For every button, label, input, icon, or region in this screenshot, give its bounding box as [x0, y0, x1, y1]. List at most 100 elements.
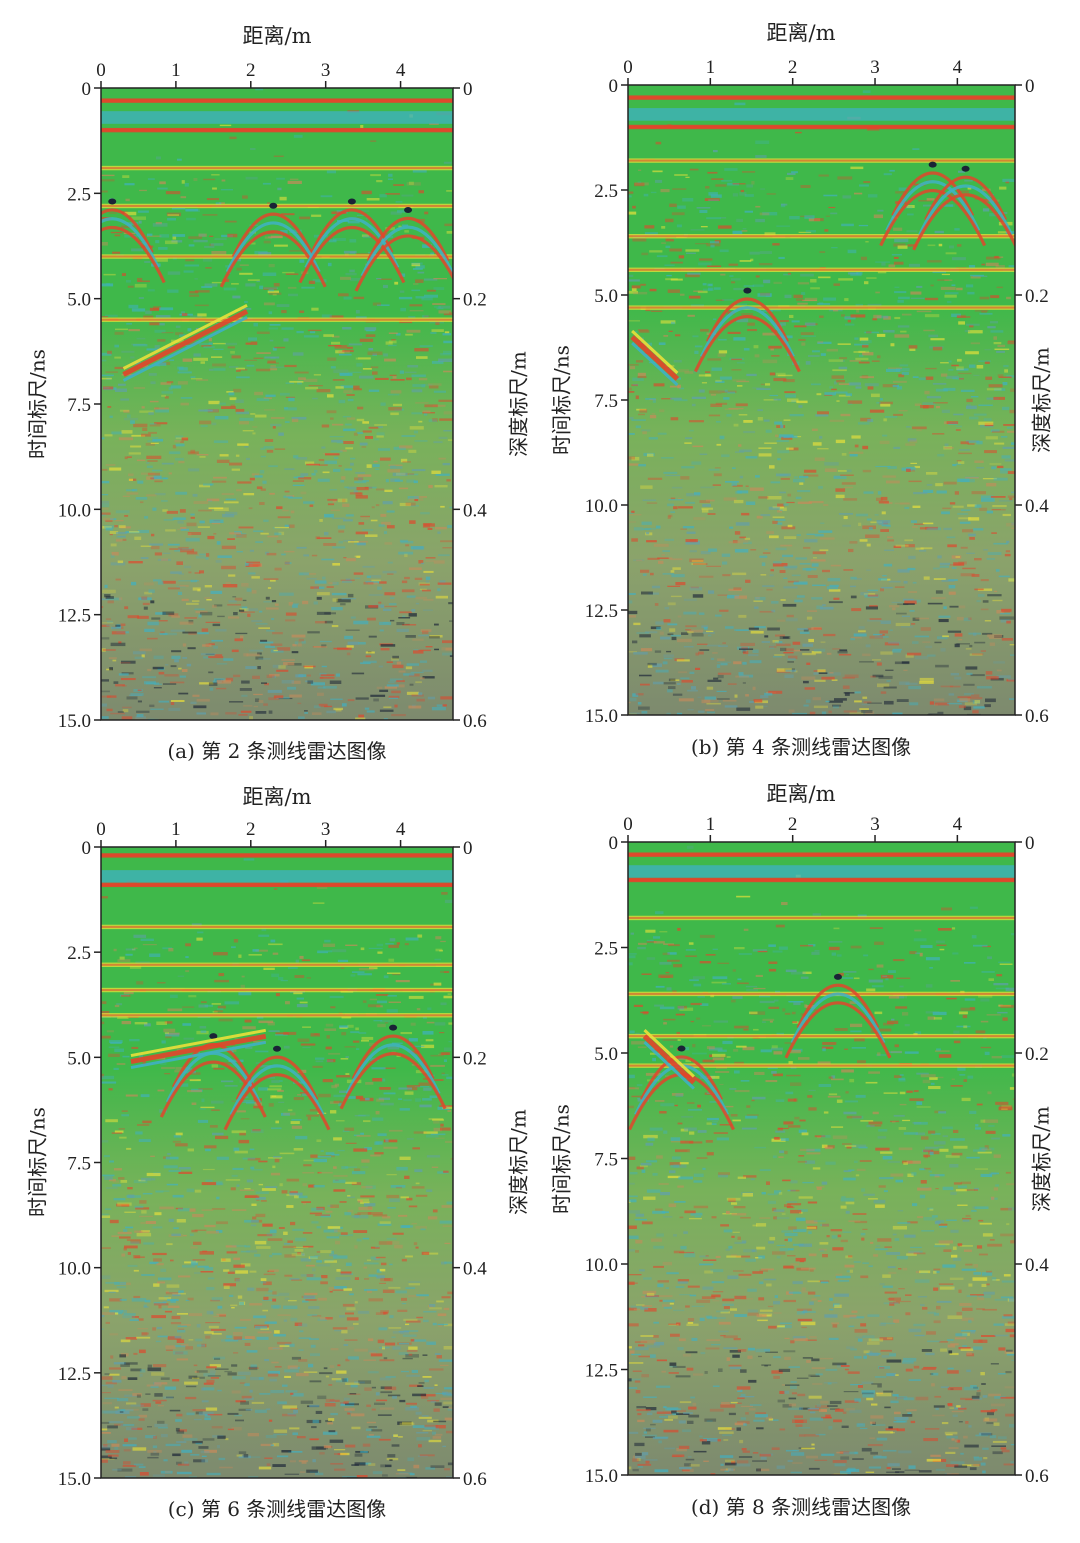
dipping-reflector-line	[643, 1029, 695, 1078]
reflector-core	[628, 878, 1015, 881]
hyperbola-limb	[366, 217, 450, 262]
x-axis-title: 距离/m	[766, 782, 836, 806]
y-tick-label: 15.0	[585, 706, 618, 727]
reflector-core	[101, 989, 453, 992]
hyperbola-limb	[640, 1055, 723, 1101]
dipping-reflector-line	[130, 1040, 267, 1070]
depth-tick-label: 0.2	[1025, 286, 1049, 307]
y-tick-label: 12.5	[585, 601, 618, 622]
x-tick-label: 2	[788, 57, 798, 78]
depth-tick-label: 0	[463, 79, 473, 100]
y-tick-label: 5.0	[594, 1044, 618, 1065]
reflector-core	[101, 925, 453, 928]
noise-texture	[101, 858, 453, 1478]
y-tick-label: 0	[609, 833, 619, 854]
reflector-core	[628, 916, 1015, 919]
reflector	[628, 158, 1015, 163]
x-axis-ticks: 0 1 2 3 4	[623, 814, 963, 842]
depth-tick-label: 0.2	[463, 290, 487, 311]
left-axis-ticks: 0 2.5 5.0 7.5 10.0 12.5 15.0	[58, 838, 101, 1490]
reflector	[628, 1033, 1015, 1039]
reflector-core	[101, 854, 453, 857]
x-tick-label: 4	[953, 57, 963, 78]
x-tick-label: 3	[321, 819, 331, 840]
surface-band	[101, 870, 453, 883]
hyperbola-limb	[231, 212, 315, 258]
x-tick-label: 2	[788, 814, 798, 835]
dipping-reflector-line	[643, 1041, 695, 1090]
reflector-core	[101, 167, 453, 170]
y-tick-label: 2.5	[594, 939, 618, 960]
hyperbola-limb	[101, 217, 160, 269]
reflector-core	[101, 963, 453, 966]
reflector	[628, 915, 1015, 921]
x-tick-label: 3	[870, 57, 880, 78]
x-tick-label: 4	[396, 60, 406, 81]
radargram-svg: 0 1 2 3 4 0 2.5 5.0 7.5 10.0 12.5 15.0 0 0.2 0.4 0.6	[585, 57, 1050, 727]
hyperbola-limb	[924, 175, 1008, 221]
reflector	[101, 165, 453, 171]
hyperbola-limb	[225, 221, 321, 273]
hyperbola-limb	[304, 217, 400, 269]
panel-caption: (a) 第 2 条测线雷达图像	[167, 739, 387, 763]
y-tick-label: 7.5	[594, 1150, 618, 1171]
reflector-core	[628, 268, 1015, 271]
hyperbola-limb	[796, 983, 880, 1029]
y-tick-label: 7.5	[67, 1154, 91, 1175]
left-axis-ticks: 0 2.5 5.0 7.5 10.0 12.5 15.0	[58, 79, 101, 732]
reflector-core	[101, 99, 453, 102]
dipping-reflector-line	[631, 329, 679, 375]
noise-texture	[628, 845, 1015, 1475]
hyperbola-limb	[223, 1073, 331, 1131]
dipping-reflector-line	[130, 1028, 267, 1058]
hyperbola-limb	[790, 992, 886, 1044]
reflector	[101, 962, 453, 967]
surface-band	[101, 111, 453, 124]
reflector	[628, 1063, 1015, 1068]
hyperbola	[879, 161, 987, 247]
depth-tick-label: 0	[1025, 76, 1035, 97]
hyperbola-limb	[699, 306, 795, 358]
hyperbola-apex	[269, 202, 278, 209]
panel-caption: (d) 第 8 条测线雷达图像	[690, 1495, 912, 1519]
hyperbola-limb	[885, 180, 981, 232]
dipping-reflector-line	[122, 315, 248, 382]
hyperbola-apex	[928, 161, 937, 168]
y-tick-label: 7.5	[67, 395, 91, 416]
hyperbola-apex	[347, 198, 356, 205]
x-tick-label: 3	[321, 60, 331, 81]
reflector	[101, 924, 453, 930]
y-tick-label: 2.5	[67, 184, 91, 205]
hyperbola-apex	[108, 198, 117, 205]
y-tick-label: 2.5	[594, 181, 618, 202]
hyperbola	[693, 287, 801, 373]
dipping-reflector-line	[122, 303, 248, 370]
y-tick-label: 5.0	[67, 290, 91, 311]
reflector	[628, 877, 1015, 883]
hyperbola-limb	[101, 208, 154, 254]
x-tick-label: 4	[396, 819, 406, 840]
x-axis-title: 距离/m	[766, 21, 836, 45]
radargram-svg: 0 1 2 3 4 0 2.5 5.0 7.5 10.0 12.5 15.0 0 0.2 0.4 0.6	[58, 819, 488, 1490]
right-axis-ticks: 0 0.2 0.4 0.6	[453, 838, 487, 1490]
hyperbola-limb	[891, 171, 975, 217]
y-tick-label: 10.0	[58, 500, 91, 521]
reflector-core	[628, 1035, 1015, 1038]
y-tick-label: 15.0	[58, 711, 91, 732]
x-tick-label: 1	[706, 814, 716, 835]
reflector	[628, 95, 1015, 100]
hyperbola-apex	[404, 206, 413, 213]
hyperbola-limb	[705, 297, 789, 343]
y-tick-label: 7.5	[594, 391, 618, 412]
hyperbola	[101, 198, 166, 284]
surface-band	[628, 108, 1015, 121]
y-tick-label: 5.0	[67, 1048, 91, 1069]
dipping-reflector	[630, 329, 680, 387]
reflector	[101, 987, 453, 993]
depth-tick-label: 0.6	[463, 1469, 487, 1490]
hyperbola-limb	[628, 1073, 735, 1131]
x-tick-label: 0	[623, 57, 633, 78]
